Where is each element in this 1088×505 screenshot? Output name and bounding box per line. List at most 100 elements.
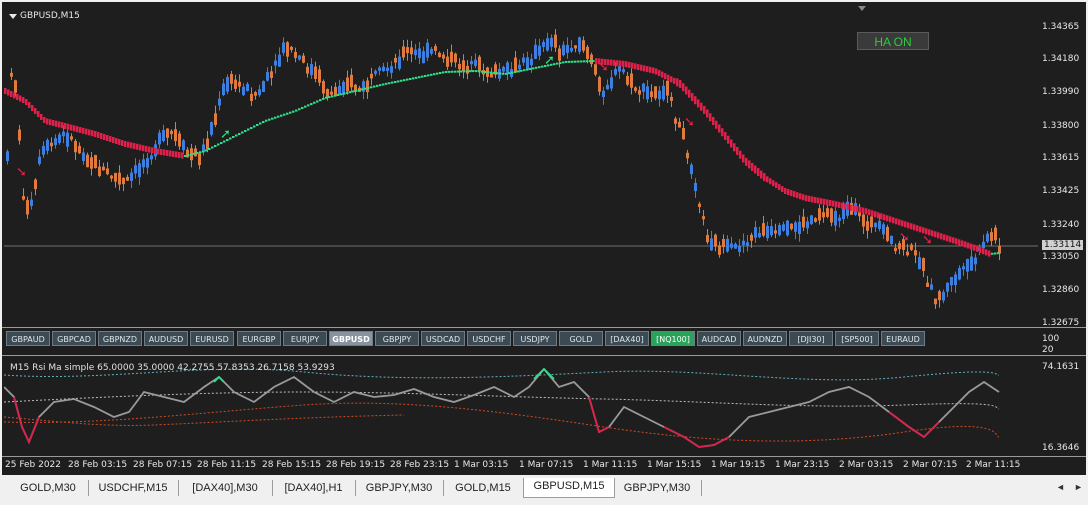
ha-segment (976, 245, 979, 252)
chart-tab[interactable]: GBPJPY,M30 (613, 480, 702, 496)
symbol-button[interactable]: EURUSD (190, 331, 234, 346)
sell-arrow-icon: ➘ (684, 115, 695, 130)
symbol-button[interactable]: GBPCAD (52, 331, 96, 346)
ha-segment (676, 78, 679, 87)
symbol-button[interactable]: USDCHF (467, 331, 511, 346)
ha-segment (928, 229, 931, 236)
symbol-button[interactable]: [DAX40] (605, 331, 649, 346)
ha-on-button[interactable]: HA ON (857, 32, 929, 50)
chart-tab[interactable]: [DAX40],H1 (272, 480, 356, 496)
ha-segment (586, 60, 589, 63)
candle-body (318, 69, 321, 83)
ha-segment (286, 112, 289, 115)
symbol-button[interactable]: GBPUSD (329, 331, 373, 346)
candle-body (54, 138, 57, 146)
ha-segment (145, 145, 148, 152)
ha-segment (568, 60, 571, 63)
chart-tab[interactable]: GOLD,M30 (8, 480, 89, 496)
candle-body (902, 238, 905, 250)
candle-body (402, 46, 405, 58)
ha-segment (226, 139, 229, 141)
ha-segment (967, 242, 970, 249)
candle-body (874, 222, 877, 228)
ha-segment (262, 121, 265, 123)
ha-segment (382, 83, 385, 86)
candle-body (862, 214, 865, 227)
ha-segment (721, 128, 724, 137)
middle-band-line (4, 391, 1000, 410)
symbol-button[interactable]: [DJI30] (789, 331, 833, 346)
ha-segment (388, 82, 391, 85)
tab-scroll-left-icon[interactable]: ◄ (1056, 482, 1065, 492)
ha-segment (319, 99, 322, 102)
candle-body (870, 216, 873, 228)
candle-body (622, 69, 625, 73)
symbol-button[interactable]: GOLD (559, 331, 603, 346)
rsi-oversold-segment (663, 426, 730, 448)
symbol-button[interactable]: AUDNZD (743, 331, 787, 346)
ha-segment (394, 81, 397, 83)
ha-segment (175, 151, 178, 158)
chart-tab[interactable]: GBPJPY,M30 (355, 480, 444, 496)
pane-divider[interactable] (2, 355, 1086, 356)
symbol-button[interactable]: GBPAUD (6, 331, 50, 346)
symbol-button[interactable]: GBPJPY (375, 331, 419, 346)
ha-segment (619, 60, 622, 67)
candle-body (94, 155, 97, 169)
ha-segment (49, 119, 52, 126)
chart-tab[interactable]: [DAX40],M30 (178, 480, 273, 496)
ha-segment (337, 93, 340, 96)
rsi-indicator-chart[interactable] (4, 357, 1038, 456)
ha-segment (514, 71, 517, 73)
candle-body (794, 222, 797, 232)
chart-tab[interactable]: GBPUSD,M15 (523, 478, 615, 498)
ha-segment (880, 213, 883, 220)
symbol-button[interactable]: [SP500] (835, 331, 879, 346)
candle-body (966, 258, 969, 272)
ha-segment (433, 73, 436, 76)
chart-menu-icon[interactable] (9, 14, 17, 19)
chart-tab[interactable]: USDCHF,M15 (88, 480, 179, 496)
symbol-button[interactable]: [NQ100] (651, 331, 695, 346)
ha-segment (220, 142, 223, 144)
time-label: 1 Mar 03:15 (454, 460, 509, 470)
ha-segment (466, 70, 469, 73)
chart-tab[interactable]: GOLD,M15 (443, 480, 524, 496)
ha-segment (523, 69, 526, 72)
candle-body (6, 151, 9, 162)
candle-body (322, 81, 325, 94)
ha-segment (895, 218, 898, 225)
candle-body (70, 136, 73, 140)
candle-body (834, 210, 837, 226)
ha-segment (838, 201, 841, 208)
ha-segment (850, 204, 853, 211)
ha-segment (808, 195, 811, 202)
ha-segment (592, 60, 595, 63)
symbol-button[interactable]: USDJPY (513, 331, 557, 346)
ha-segment (61, 122, 64, 129)
ha-segment (244, 130, 247, 132)
symbol-button[interactable]: USDCAD (421, 331, 465, 346)
symbol-button[interactable]: GBPNZD (98, 331, 142, 346)
candle-body (734, 243, 737, 249)
chart-symbol-title: GBPUSD,M15 (20, 11, 80, 21)
price-chart[interactable]: ➘ ➚ ➚ ➘ ➘ ➘ ➘ (4, 6, 1038, 327)
ha-segment (547, 64, 550, 67)
symbol-button[interactable]: AUDUSD (144, 331, 188, 346)
candle-body (598, 77, 601, 92)
ha-segment (430, 73, 433, 76)
symbol-button[interactable]: EURAUD (881, 331, 925, 346)
ha-segment (913, 224, 916, 231)
symbol-button[interactable]: EURJPY (283, 331, 327, 346)
candle-body (866, 221, 869, 231)
ha-segment (715, 120, 718, 129)
symbol-button[interactable]: EURGBP (237, 331, 281, 346)
pane-divider[interactable] (2, 327, 1086, 328)
symbol-button[interactable]: AUDCAD (697, 331, 741, 346)
tab-scroll-right-icon[interactable]: ► (1074, 482, 1083, 492)
ha-segment (37, 111, 40, 117)
ha-segment (601, 58, 604, 65)
collapse-triangle-icon[interactable] (858, 6, 866, 11)
ha-segment (274, 116, 277, 119)
ha-segment (658, 70, 661, 77)
